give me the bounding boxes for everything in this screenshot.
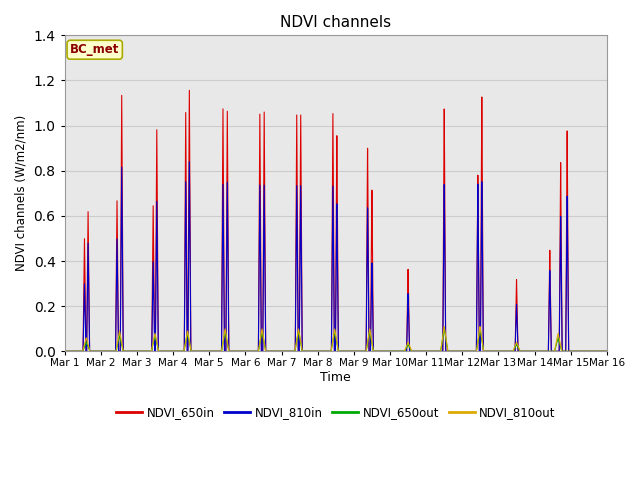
X-axis label: Time: Time [321,371,351,384]
Legend: NDVI_650in, NDVI_810in, NDVI_650out, NDVI_810out: NDVI_650in, NDVI_810in, NDVI_650out, NDV… [111,401,561,424]
Text: BC_met: BC_met [70,43,120,56]
Title: NDVI channels: NDVI channels [280,15,391,30]
Y-axis label: NDVI channels (W/m2/nm): NDVI channels (W/m2/nm) [15,115,28,272]
